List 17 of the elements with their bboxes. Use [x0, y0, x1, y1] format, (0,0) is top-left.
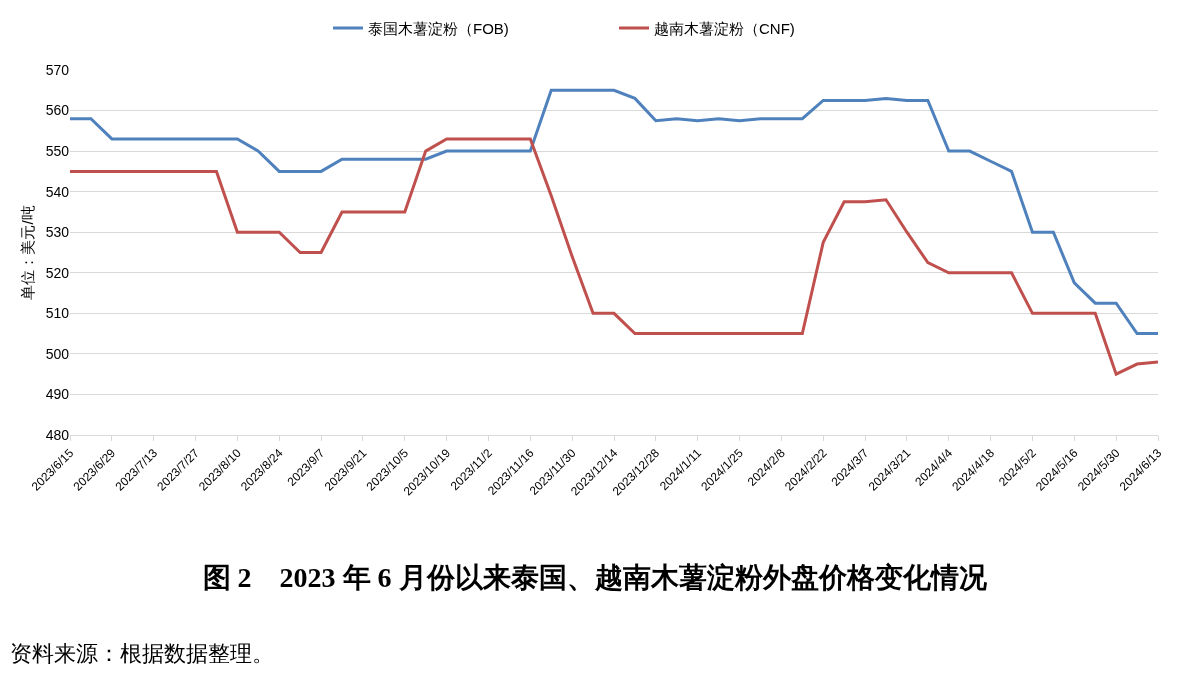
y-tick-label: 560: [45, 102, 70, 119]
y-tick-label: 520: [45, 264, 70, 281]
line-series: [70, 88, 1158, 336]
legend-label: 越南木薯淀粉（CNF): [654, 19, 795, 37]
y-tick-label: 570: [45, 61, 70, 78]
y-tick-label: 550: [45, 143, 70, 160]
y-tick-label: 480: [45, 426, 70, 443]
legend-label: 泰国木薯淀粉（FOB): [368, 19, 509, 37]
y-axis-title: 单位：美元/吨: [18, 205, 36, 300]
y-tick-label: 530: [45, 224, 70, 241]
y-tick-label: 490: [45, 386, 70, 403]
text: 资料来源：根据数据整理。: [10, 641, 274, 666]
line-series: [70, 137, 1158, 376]
y-tick-label: 510: [45, 305, 70, 322]
y-tick-label: 500: [45, 345, 70, 362]
y-tick-label: 540: [45, 183, 70, 200]
text: 图 2 2023 年 6 月份以来泰国、越南木薯淀粉外盘价格变化情况: [202, 561, 988, 593]
